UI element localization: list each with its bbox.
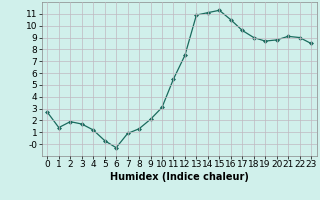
X-axis label: Humidex (Indice chaleur): Humidex (Indice chaleur): [110, 172, 249, 182]
